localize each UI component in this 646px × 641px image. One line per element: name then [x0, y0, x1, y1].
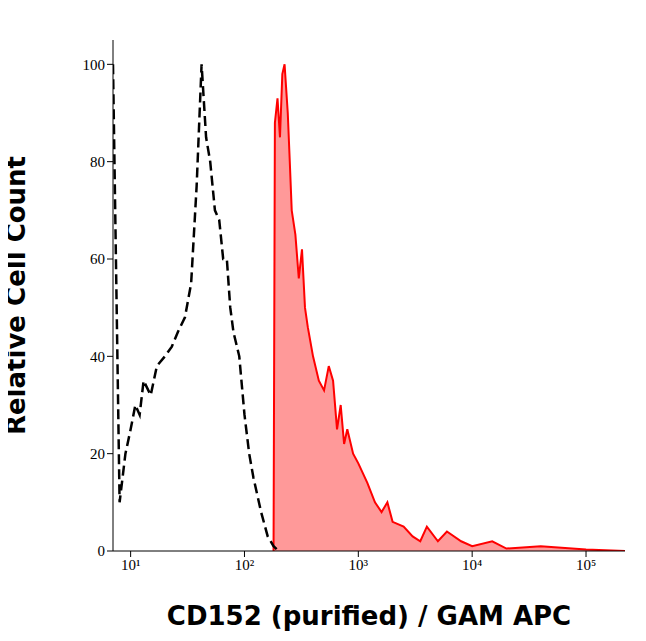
svg-text:CD152 (purified) / GAM APC: CD152 (purified) / GAM APC: [167, 601, 571, 631]
svg-text:60: 60: [90, 251, 105, 267]
svg-text:Relative Cell Count: Relative Cell Count: [8, 156, 31, 435]
svg-text:10¹: 10¹: [121, 557, 141, 573]
svg-text:10⁴: 10⁴: [462, 557, 482, 573]
svg-text:40: 40: [90, 349, 105, 365]
svg-text:10³: 10³: [349, 557, 369, 573]
svg-text:0: 0: [98, 543, 106, 559]
svg-text:10²: 10²: [235, 557, 255, 573]
svg-text:20: 20: [90, 446, 105, 462]
svg-text:80: 80: [90, 154, 105, 170]
svg-text:100: 100: [83, 57, 106, 73]
svg-text:10⁵: 10⁵: [576, 557, 596, 573]
